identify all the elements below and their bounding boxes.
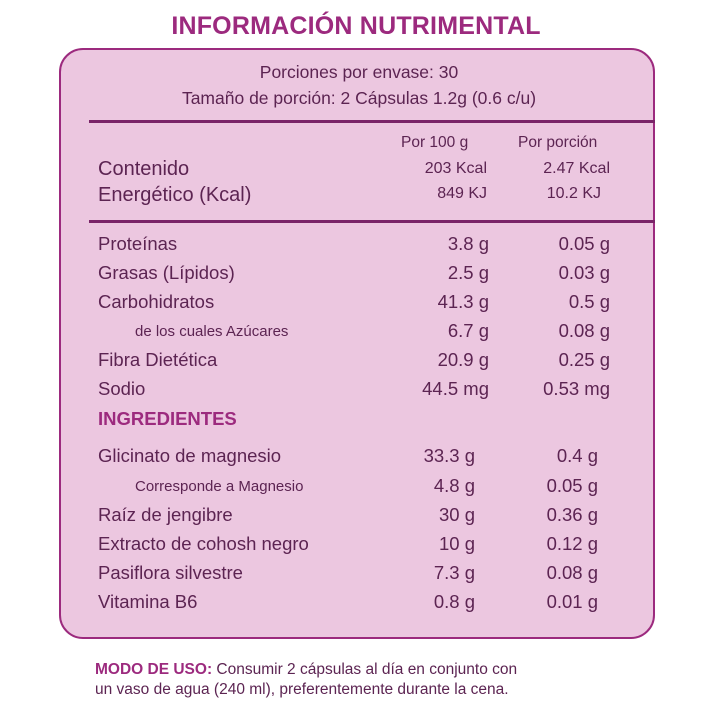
nutrient-row: Carbohidratos 41.3 g 0.5 g xyxy=(61,291,653,319)
nutrient-label: Fibra Dietética xyxy=(98,349,218,370)
ingredient-label: Glicinato de magnesio xyxy=(98,445,282,466)
ingredient-label: Pasiflora silvestre xyxy=(98,562,243,583)
ingredients-heading: INGREDIENTES xyxy=(98,408,237,429)
ingredient-label: Extracto de cohosh negro xyxy=(98,533,309,554)
nutrient-per100: 44.5 mg xyxy=(422,378,489,399)
nutrition-panel: Porciones por envase: 30 Tamaño de porci… xyxy=(59,48,655,639)
energy-label-line2: Energético (Kcal) xyxy=(98,184,252,206)
nutrient-label: Grasas (Lípidos) xyxy=(98,262,235,283)
nutrient-perserving: 0.25 g xyxy=(558,349,610,370)
usage-text-line1: Consumir 2 cápsulas al día en conjunto c… xyxy=(212,661,518,678)
nutrient-perserving: 0.53 mg xyxy=(543,378,610,399)
nutrient-per100: 6.7 g xyxy=(447,320,489,341)
ingredient-row: Glicinato de magnesio 33.3 g 0.4 g xyxy=(61,445,653,473)
nutrient-label: Sodio xyxy=(98,378,146,399)
nutrient-per100: 3.8 g xyxy=(447,233,489,254)
ingredient-perserving: 0.4 g xyxy=(556,445,598,466)
nutrient-row: de los cuales Azúcares 6.7 g 0.08 g xyxy=(61,320,653,348)
nutrient-label: Proteínas xyxy=(98,233,178,254)
ingredient-per100: 4.8 g xyxy=(433,475,475,496)
nutrient-per100: 2.5 g xyxy=(447,262,489,283)
nutrient-row: Sodio 44.5 mg 0.53 mg xyxy=(61,378,653,406)
nutrient-per100: 20.9 g xyxy=(437,349,489,370)
nutrient-perserving: 0.08 g xyxy=(558,320,610,341)
energy-kcal-per100: 203 Kcal xyxy=(424,160,487,177)
ingredient-perserving: 0.05 g xyxy=(546,475,598,496)
ingredient-perserving: 0.12 g xyxy=(546,533,598,554)
servings-per-container: Porciones por envase: 30 xyxy=(259,62,459,82)
ingredient-row: Pasiflora silvestre 7.3 g 0.08 g xyxy=(61,562,653,590)
usage-label: MODO DE USO: xyxy=(95,661,213,678)
serving-size: Tamaño de porción: 2 Cápsulas 1.2g (0.6 … xyxy=(181,88,537,108)
energy-label-line1: Contenido xyxy=(98,158,190,180)
energy-kj-perserving: 10.2 KJ xyxy=(546,185,601,202)
nutrient-per100: 41.3 g xyxy=(437,291,489,312)
ingredient-per100: 10 g xyxy=(438,533,475,554)
ingredient-perserving: 0.08 g xyxy=(546,562,598,583)
energy-kj-per100: 849 KJ xyxy=(437,185,487,202)
nutrient-perserving: 0.5 g xyxy=(568,291,610,312)
ingredient-per100: 0.8 g xyxy=(433,591,475,612)
column-header-per100: Por 100 g xyxy=(401,134,469,151)
ingredient-per100: 7.3 g xyxy=(433,562,475,583)
nutrient-label: de los cuales Azúcares xyxy=(135,323,289,340)
nutrient-label: Carbohidratos xyxy=(98,291,215,312)
divider-energy xyxy=(89,220,655,223)
usage-instructions: MODO DE USO: Consumir 2 cápsulas al día … xyxy=(95,660,655,700)
nutrient-row: Grasas (Lípidos) 2.5 g 0.03 g xyxy=(61,262,653,290)
ingredient-per100: 30 g xyxy=(438,504,475,525)
ingredient-perserving: 0.36 g xyxy=(546,504,598,525)
nutrient-row: Fibra Dietética 20.9 g 0.25 g xyxy=(61,349,653,377)
ingredient-row: Vitamina B6 0.8 g 0.01 g xyxy=(61,591,653,619)
ingredient-row: Raíz de jengibre 30 g 0.36 g xyxy=(61,504,653,532)
ingredient-per100: 33.3 g xyxy=(423,445,475,466)
nutrient-perserving: 0.03 g xyxy=(558,262,610,283)
divider-top xyxy=(89,120,655,123)
ingredient-label: Vitamina B6 xyxy=(98,591,198,612)
ingredient-row: Extracto de cohosh negro 10 g 0.12 g xyxy=(61,533,653,561)
energy-kcal-perserving: 2.47 Kcal xyxy=(543,160,610,177)
ingredient-row: Corresponde a Magnesio 4.8 g 0.05 g xyxy=(61,475,653,503)
usage-text-line2: un vaso de agua (240 ml), preferentement… xyxy=(95,681,509,698)
nutrient-row: Proteínas 3.8 g 0.05 g xyxy=(61,233,653,261)
ingredient-perserving: 0.01 g xyxy=(546,591,598,612)
ingredient-label: Raíz de jengibre xyxy=(98,504,233,525)
column-header-perserving: Por porción xyxy=(518,134,598,151)
page-title: INFORMACIÓN NUTRIMENTAL xyxy=(171,12,541,40)
ingredient-label: Corresponde a Magnesio xyxy=(135,478,304,495)
nutrient-perserving: 0.05 g xyxy=(558,233,610,254)
